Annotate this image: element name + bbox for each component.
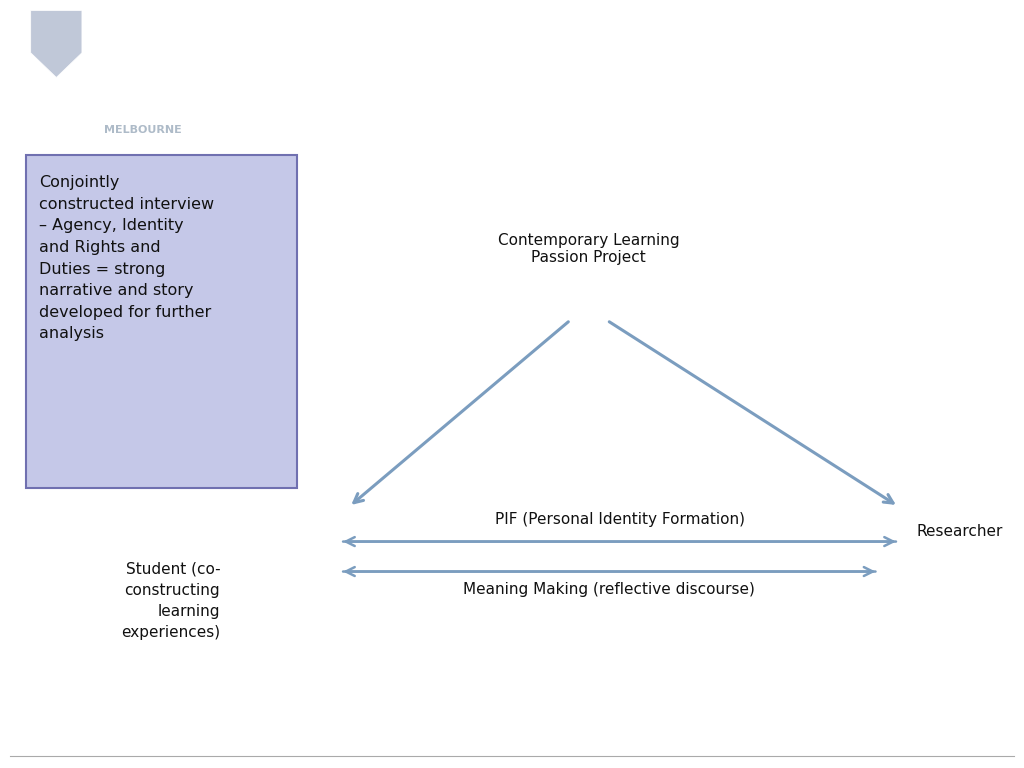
FancyBboxPatch shape	[26, 155, 297, 488]
Text: Conjointly
constructed interview
– Agency, Identity
and Rights and
Duties = stro: Conjointly constructed interview – Agenc…	[39, 175, 214, 342]
Text: THE UNIVERSITY OF: THE UNIVERSITY OF	[118, 23, 220, 33]
Text: Student (co-
constructing
learning
experiences): Student (co- constructing learning exper…	[121, 561, 220, 640]
Text: Methodological frame- Roberts’ (1996) triangle: Methodological frame- Roberts’ (1996) tr…	[308, 31, 1013, 57]
Text: Researcher: Researcher	[916, 524, 1002, 539]
Text: MELBOURNE: MELBOURNE	[104, 125, 182, 135]
Text: MELBOURNE: MELBOURNE	[96, 47, 242, 68]
Text: PIF (Personal Identity Formation): PIF (Personal Identity Formation)	[495, 512, 744, 527]
Polygon shape	[31, 11, 82, 78]
Text: Meaning Making (reflective discourse): Meaning Making (reflective discourse)	[463, 581, 756, 597]
Text: Contemporary Learning
Passion Project: Contemporary Learning Passion Project	[498, 233, 680, 265]
